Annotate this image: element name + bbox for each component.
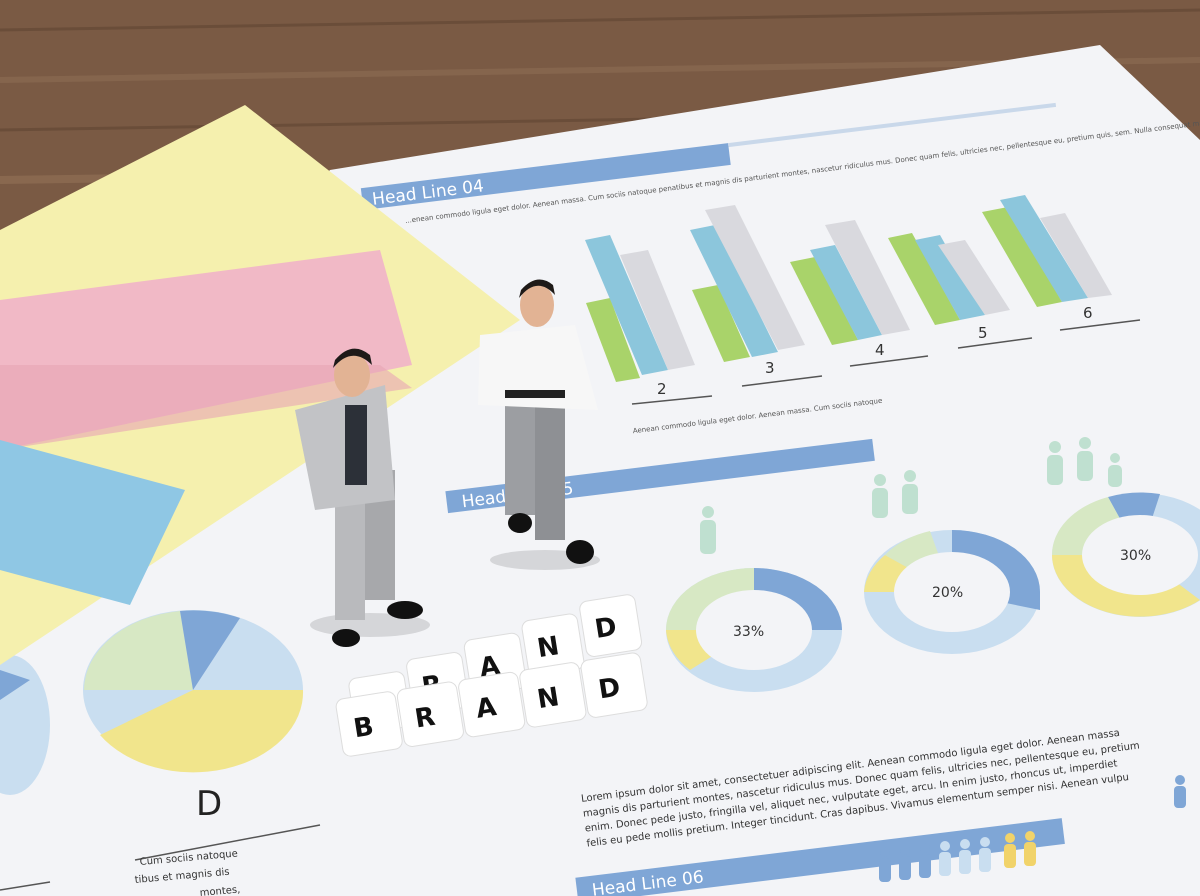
figurine-white-shirt [478, 279, 600, 570]
figurine-suit [295, 348, 430, 647]
people-row-icons [879, 775, 1186, 882]
svg-text:2: 2 [657, 380, 667, 398]
svg-text:5: 5 [978, 324, 988, 342]
svg-text:30%: 30% [1120, 548, 1151, 564]
svg-text:33%: 33% [733, 624, 764, 640]
svg-text:A: A [474, 692, 499, 725]
blue-sticky-note [0, 440, 185, 605]
bar-chart-illustration [585, 195, 1112, 382]
bar-labels: 2 3 4 5 6 [631, 304, 1141, 405]
donut-33: 33% [666, 568, 842, 692]
svg-text:4: 4 [875, 341, 885, 359]
svg-text:B: B [351, 711, 375, 744]
svg-text:20%: 20% [932, 585, 963, 601]
svg-text:3: 3 [765, 359, 775, 377]
svg-text:N: N [535, 631, 561, 664]
people-icons [700, 437, 1122, 554]
pie-chart-illustration: D Cum sociis natoque tibus et magnis dis… [0, 610, 321, 896]
svg-text:D: D [593, 612, 619, 645]
donut-20: 20% [864, 530, 1040, 654]
svg-text:6: 6 [1083, 304, 1093, 322]
brand-cubes-row-2: B R A N D [335, 652, 648, 757]
svg-text:N: N [535, 682, 561, 715]
svg-text:R: R [413, 702, 437, 735]
pie-label: D [196, 784, 222, 824]
svg-text:D: D [596, 672, 622, 705]
donut-30: 30% [1051, 492, 1200, 617]
svg-text:montes,: montes, [199, 884, 240, 896]
